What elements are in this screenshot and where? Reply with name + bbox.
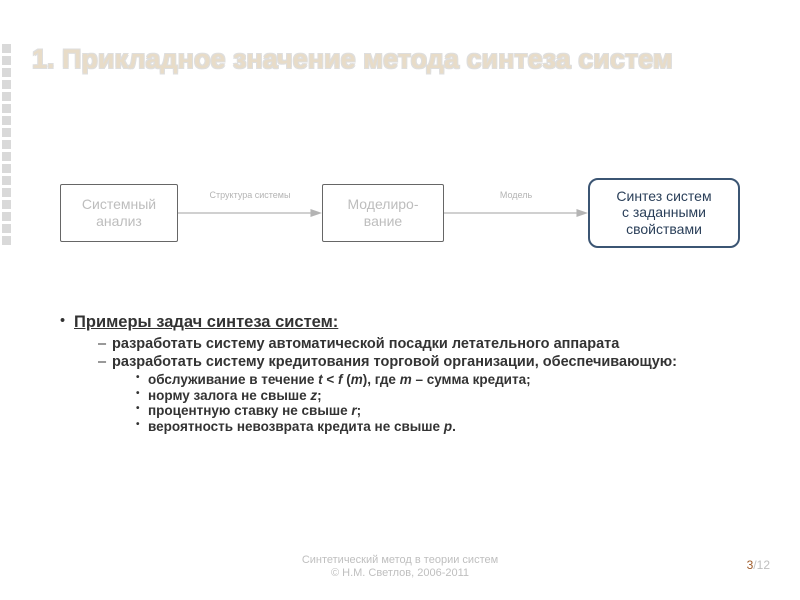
slide: 1. Прикладное значение метода синтеза си… [0, 0, 800, 600]
bullet-heading: Примеры задач синтеза систем: [74, 313, 338, 331]
flow-box-analysis: Системный анализ [60, 184, 178, 242]
slide-content: Примеры задач синтеза систем: разработат… [60, 313, 760, 436]
bullet-lvl2: разработать систему автоматической посад… [98, 336, 760, 353]
flow-box-line: Синтез систем [616, 188, 711, 204]
bullet-lvl3: вероятность невозврата кредита не свыше … [136, 419, 760, 435]
footer-line: Синтетический метод в теории систем [0, 554, 800, 567]
flow-box-line: Системный [82, 196, 156, 212]
footer-line: © Н.М. Светлов, 2006-2011 [0, 567, 800, 580]
flow-box-line: вание [364, 213, 402, 229]
arrow-icon [178, 206, 322, 220]
bullet-lvl3: обслуживание в течение t < f (m), где m … [136, 372, 760, 388]
flow-box-line: с заданными [622, 204, 706, 220]
flow-diagram: Системный анализ Структура системы Модел… [60, 170, 740, 255]
flow-arrow: Модель [444, 203, 588, 223]
flow-box-synthesis: Синтез систем с заданными свойствами [588, 178, 740, 248]
bullet-text: разработать систему автоматической посад… [112, 336, 619, 352]
footer: Синтетический метод в теории систем © Н.… [0, 554, 800, 580]
flow-box-line: свойствами [626, 221, 702, 237]
arrow-icon [444, 206, 588, 220]
slide-title: 1. Прикладное значение метода синтеза си… [32, 44, 768, 74]
bullet-text: процентную ставку не свыше r; [148, 403, 361, 418]
bullet-lvl2: разработать систему кредитования торгово… [98, 354, 760, 435]
flow-box-modeling: Моделиро- вание [322, 184, 444, 242]
arrow-label: Модель [444, 190, 588, 200]
bullet-lvl3: процентную ставку не свыше r; [136, 403, 760, 419]
page-total: 12 [757, 558, 770, 572]
bullet-lvl3: норму залога не свыше z; [136, 388, 760, 404]
page-number: 3/12 [747, 558, 770, 572]
bullet-text: обслуживание в течение t < f (m), где m … [148, 372, 531, 387]
bullet-text: разработать систему кредитования торгово… [112, 354, 677, 370]
flow-box-line: анализ [96, 213, 142, 229]
arrow-label: Структура системы [178, 190, 322, 200]
bullet-text: вероятность невозврата кредита не свыше … [148, 419, 456, 434]
bullet-lvl1: Примеры задач синтеза систем: разработат… [60, 313, 760, 434]
flow-box-line: Моделиро- [347, 196, 418, 212]
bullet-text: норму залога не свыше z; [148, 388, 322, 403]
decorative-squares [0, 44, 15, 248]
flow-arrow: Структура системы [178, 203, 322, 223]
